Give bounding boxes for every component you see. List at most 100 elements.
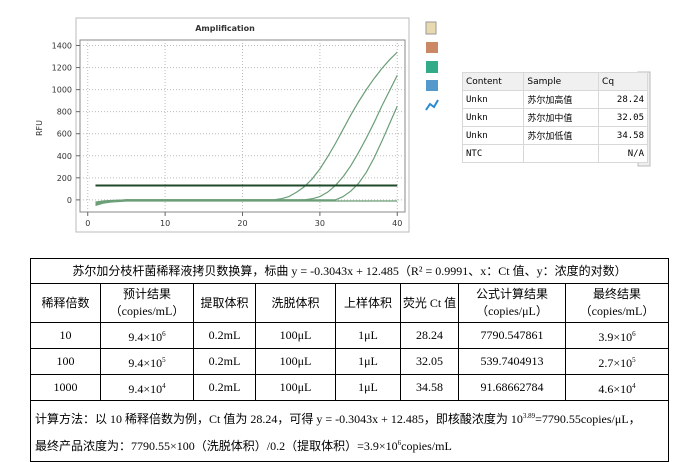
icon-stack[interactable] — [426, 42, 438, 53]
x-tick-label: 10 — [160, 219, 170, 228]
cq-header-cell: Sample — [523, 72, 600, 91]
header-cell: 提取体积 — [193, 283, 256, 323]
header-cell: 公式计算结果 （copies/μL） — [458, 283, 566, 323]
x-tick-label: 40 — [392, 219, 402, 228]
footer-row: 计算方法：以 10 稀释倍数为例，Ct 值为 28.24，可得 y = -0.3… — [30, 400, 669, 462]
cell: 100μL — [255, 322, 336, 349]
cq-row: NTC N/A — [461, 144, 648, 163]
cq-header-cell: Content — [461, 72, 525, 91]
cell: 0.2mL — [193, 348, 256, 375]
chart-title: Amplification — [195, 24, 255, 33]
cq-row: Unkn 苏尔加中值 32.05 — [461, 108, 648, 127]
toolbar-icons[interactable] — [425, 21, 439, 111]
header-cell: 上样体积 — [335, 283, 401, 323]
y-tick-label: 1000 — [52, 86, 72, 95]
header-cell: 荧光 Ct 值 — [400, 283, 459, 323]
amplification-curve — [95, 200, 398, 206]
cell: 3.9×106 — [565, 322, 669, 349]
sci-exp: 5 — [632, 355, 636, 364]
cq-row: Unkn 苏尔加低值 34.58 — [461, 126, 648, 145]
y-tick-label: 1200 — [52, 64, 72, 73]
data-row: 100 9.4×105 0.2mL 100μL 1μL 32.05 539.7404913 2… — [30, 348, 669, 375]
title-row: 苏尔加分枝杆菌稀释液拷贝数换算，标曲 y = -0.3043x + 12.485… — [30, 258, 669, 284]
footer: 计算方法：以 10 稀释倍数为例，Ct 值为 28.24，可得 y = -0.3… — [30, 400, 669, 462]
footer-line: 计算方法：以 10 稀释倍数为例，Ct 值为 28.24，可得 y = -0.3… — [35, 404, 664, 431]
x-tick-label: 20 — [237, 219, 247, 228]
cq-cell: 32.05 — [598, 108, 648, 127]
header-cell: 洗脱体积 — [255, 283, 336, 323]
x-tick-label: 30 — [315, 219, 325, 228]
footer-text: copies/mL — [401, 439, 452, 453]
icon-copy[interactable] — [425, 21, 437, 35]
header-cell: 最终结果 （copies/mL） — [565, 283, 669, 323]
icon-export[interactable] — [426, 61, 438, 73]
sci-exp: 5 — [162, 355, 166, 364]
cell: 0.2mL — [193, 374, 256, 401]
cell: 100μL — [255, 374, 336, 401]
cell: 539.7404913 — [458, 348, 566, 375]
header-row: 稀释倍数 预计结果 （copies/mL） 提取体积 洗脱体积 上样体积 荧光 Ct 值公… — [30, 283, 669, 323]
cq-row: Unkn 苏尔加高值 28.24 — [461, 90, 648, 109]
cell: 9.4×106 — [100, 322, 194, 349]
cell: 1000 — [30, 374, 101, 401]
footer-text: =7790.55copies/μL， — [535, 412, 641, 426]
cell: 10 — [30, 322, 101, 349]
header-cell: 稀释倍数 — [30, 283, 101, 323]
cell: 1μL — [335, 348, 401, 375]
y-tick-label: 400 — [57, 152, 72, 161]
cell: 7790.547861 — [458, 322, 566, 349]
cq-cell: Unkn — [461, 108, 525, 127]
cq-cell: NTC — [461, 144, 525, 163]
footer-sup: 3.89 — [522, 412, 536, 420]
sci-base: 2.7×10 — [598, 355, 633, 370]
cell: 1μL — [335, 322, 401, 349]
y-tick-label: 200 — [57, 174, 72, 183]
amplification-curve — [95, 105, 398, 203]
icon-image[interactable] — [426, 80, 438, 91]
cell: 91.68662784 — [458, 374, 566, 401]
y-tick-label: 800 — [57, 108, 72, 117]
sci-exp: 4 — [632, 381, 636, 390]
cq-header-cell: Cq — [598, 72, 648, 91]
cq-table: Content Sample Cq Unkn 苏尔加高值 28.24 Unkn 苏尔加中值 32… — [461, 72, 648, 163]
footer-text: 计算方法：以 10 稀释倍数为例，Ct 值为 28.24，可得 y = -0.3… — [35, 412, 523, 426]
data-row: 1000 9.4×104 0.2mL 100μL 1μL 34.58 91.68662784… — [30, 374, 669, 401]
cell: 2.7×105 — [565, 348, 669, 375]
cq-cell — [523, 144, 600, 163]
header-cell: 预计结果 （copies/mL） — [100, 283, 194, 323]
cq-cell: Unkn — [461, 90, 525, 109]
sci-exp: 4 — [162, 381, 166, 390]
cell: 32.05 — [400, 348, 459, 375]
sci-base: 9.4×10 — [128, 329, 163, 344]
cq-cell: Unkn — [461, 126, 525, 145]
cq-header-row: Content Sample Cq — [461, 72, 648, 91]
sci-base: 9.4×10 — [128, 381, 163, 396]
cq-cell: N/A — [598, 144, 648, 163]
sci-exp: 6 — [162, 329, 166, 338]
cq-cell: 苏尔加低值 — [523, 126, 600, 145]
cell: 1μL — [335, 374, 401, 401]
table-title: 苏尔加分枝杆菌稀释液拷贝数换算，标曲 y = -0.3043x + 12.485… — [30, 258, 669, 284]
data-row: 10 9.4×106 0.2mL 100μL 1μL 28.24 7790.547861 3.… — [30, 322, 669, 349]
y-axis-label: RFU — [35, 120, 44, 136]
cell: 4.6×104 — [565, 374, 669, 401]
cell: 100 — [30, 348, 101, 375]
cell: 28.24 — [400, 322, 459, 349]
result-table: 苏尔加分枝杆菌稀释液拷贝数换算，标曲 y = -0.3043x + 12.485… — [30, 258, 669, 462]
sci-base: 3.9×10 — [598, 329, 633, 344]
x-tick-label: 0 — [85, 219, 90, 228]
cell: 9.4×105 — [100, 348, 194, 375]
footer-line: 最终产品浓度为：7790.55×100（洗脱体积）/0.2（提取体积）=3.9×… — [35, 431, 664, 458]
plot-area — [79, 39, 406, 213]
y-tick-label: 1400 — [52, 42, 72, 51]
cq-cell: 34.58 — [598, 126, 648, 145]
cq-cell: 28.24 — [598, 90, 648, 109]
cell: 0.2mL — [193, 322, 256, 349]
sci-exp: 6 — [632, 329, 636, 338]
footer-text: 最终产品浓度为：7790.55×100（洗脱体积）/0.2（提取体积）=3.9×… — [35, 439, 398, 453]
cq-cell: 苏尔加中值 — [523, 108, 600, 127]
cell: 34.58 — [400, 374, 459, 401]
sci-base: 4.6×10 — [598, 381, 633, 396]
icon-chart[interactable] — [425, 99, 439, 111]
